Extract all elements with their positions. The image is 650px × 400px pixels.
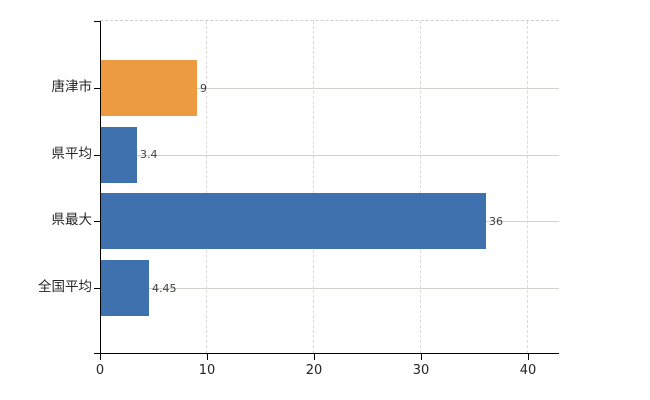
vertical-gridline: [206, 21, 208, 353]
horizontal-gridline: [100, 288, 559, 289]
x-axis-tick: [314, 354, 315, 360]
category-label: 県平均: [51, 146, 93, 162]
vertical-gridline: [313, 21, 315, 353]
x-axis-tick: [528, 354, 529, 360]
y-axis-tick: [94, 221, 100, 222]
x-axis-tick-label: 10: [198, 363, 216, 378]
y-axis-tick: [94, 155, 100, 156]
bar-value-label: 36: [489, 215, 503, 228]
horizontal-gridline: [100, 88, 559, 89]
category-label: 唐津市: [51, 79, 93, 95]
bar-value-label: 9: [200, 82, 207, 95]
y-axis-tick: [94, 288, 100, 289]
y-axis-tick: [94, 21, 100, 22]
plot-top-border: [100, 20, 559, 22]
y-axis-line: [100, 21, 101, 353]
vertical-gridline: [527, 21, 529, 353]
bar-2: [101, 127, 137, 183]
x-axis-tick: [207, 354, 208, 360]
bar-value-label: 4.45: [152, 282, 177, 295]
bar-3: [101, 193, 486, 249]
category-label: 県最大: [51, 212, 93, 228]
category-label: 全国平均: [38, 279, 92, 295]
x-axis-tick: [421, 354, 422, 360]
x-axis-tick-label: 30: [412, 363, 430, 378]
bar-4: [101, 260, 149, 316]
x-axis-line: [94, 353, 559, 354]
bar-1: [101, 60, 197, 116]
x-axis-tick-label: 20: [305, 363, 323, 378]
x-axis-tick-label: 0: [95, 363, 105, 378]
bar-value-label: 3.4: [140, 148, 158, 161]
horizontal-gridline: [100, 155, 559, 156]
x-axis-tick-label: 40: [519, 363, 537, 378]
x-axis-tick: [100, 354, 101, 360]
y-axis-tick: [94, 88, 100, 89]
vertical-gridline: [420, 21, 422, 353]
